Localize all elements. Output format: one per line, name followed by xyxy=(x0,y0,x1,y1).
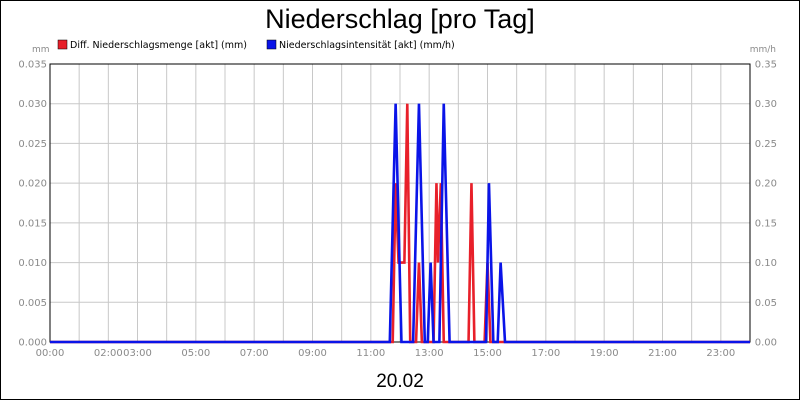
y-left-tick-label: 0.000 xyxy=(18,338,47,349)
y-right-tick-label: 0.25 xyxy=(755,139,777,150)
plot-area xyxy=(49,63,751,343)
y-left-unit: mm xyxy=(32,45,50,55)
y-right-tick-label: 0.05 xyxy=(755,298,777,309)
y-right-tick-label: 0.15 xyxy=(755,218,777,229)
x-tick-label: 03:00 xyxy=(123,348,152,359)
y-left-tick-label: 0.005 xyxy=(18,298,47,309)
y-right-tick-label: 0.35 xyxy=(755,60,777,71)
legend-swatch-series-1 xyxy=(57,39,68,50)
y-right-tick-label: 0.10 xyxy=(755,258,777,269)
x-tick-label: 13:00 xyxy=(415,348,444,359)
chart-title: Niederschlag [pro Tag] xyxy=(265,4,535,34)
x-tick-label: 17:00 xyxy=(531,348,560,359)
x-tick-label: 23:00 xyxy=(706,348,735,359)
legend-swatch-series-2 xyxy=(266,39,277,50)
y-left-tick-label: 0.010 xyxy=(18,258,47,269)
x-tick-label: 21:00 xyxy=(648,348,677,359)
x-tick-label: 02:00 xyxy=(94,348,123,359)
y-left-tick-label: 0.025 xyxy=(18,139,47,150)
x-tick-label: 09:00 xyxy=(298,348,327,359)
y-left-tick-label: 0.030 xyxy=(18,99,47,110)
x-axis: 00:00 02:00 03:00 05:00 07:00 09:00 11:00 13:00… xyxy=(36,348,736,359)
grid xyxy=(50,64,750,342)
date-label: 20.02 xyxy=(376,371,424,392)
x-tick-label: 11:00 xyxy=(356,348,385,359)
y-left-tick-label: 0.020 xyxy=(18,179,47,190)
x-tick-label: 15:00 xyxy=(473,348,502,359)
y-left-tick-label: 0.015 xyxy=(18,218,47,229)
y-right-unit: mm/h xyxy=(750,45,776,55)
legend: Diff. Niederschlagsmenge [akt] (mm) Nied… xyxy=(57,39,455,51)
legend-label-series-2: Niederschlagsintensität [akt] (mm/h) xyxy=(279,40,455,51)
x-tick-label: 19:00 xyxy=(590,348,619,359)
y-right-tick-label: 0.20 xyxy=(755,179,777,190)
y-left-tick-label: 0.035 xyxy=(18,60,47,71)
legend-label-series-1: Diff. Niederschlagsmenge [akt] (mm) xyxy=(70,40,247,51)
x-tick-label: 00:00 xyxy=(36,348,65,359)
y-axis-right: 0.00 0.05 0.10 0.15 0.20 0.25 0.30 0.35 xyxy=(755,60,777,349)
x-tick-label: 05:00 xyxy=(181,348,210,359)
series-line-2 xyxy=(50,103,750,344)
series-lines xyxy=(50,103,750,344)
y-right-tick-label: 0.00 xyxy=(755,338,777,349)
y-axis-left: 0.000 0.005 0.010 0.015 0.020 0.025 0.030 0.035 xyxy=(18,60,47,349)
x-tick-label: 07:00 xyxy=(240,348,269,359)
y-right-tick-label: 0.30 xyxy=(755,99,777,110)
